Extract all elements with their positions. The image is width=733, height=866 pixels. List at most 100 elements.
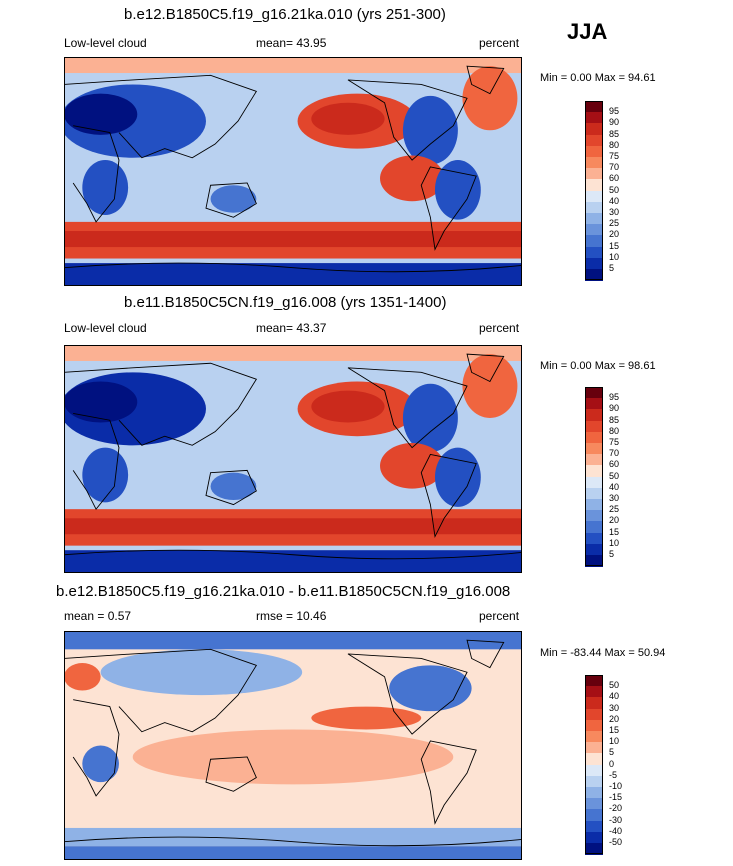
colorbar-swatch [585,787,603,799]
colorbar-label: 15 [609,240,620,251]
colorbar-swatch [585,454,603,466]
panel-1-minmax: Min = 0.00 Max = 94.61 [540,72,656,84]
colorbar-label: 50 [609,680,620,691]
colorbar-label: 10 [609,537,620,548]
panel-1-units: percent [479,36,520,50]
map-frame [64,345,522,573]
field-patch [402,95,458,165]
field-patch [402,383,458,453]
coastlines [64,639,522,847]
colorbar-label: 95 [609,392,620,403]
colorbar-swatch [585,179,603,192]
field-patch [64,231,522,248]
coastline-path [205,756,257,792]
coastline-path [205,469,257,506]
panel-2-mean: mean= 43.37 [256,321,327,335]
field-patch [389,665,472,712]
colorbar-label: 40 [609,195,620,206]
field-patch [64,345,522,361]
colorbar-label: -40 [609,825,623,836]
colorbar-label: 30 [609,207,620,217]
colorbar-label: -20 [609,803,623,814]
colorbar-label: 60 [609,173,620,184]
field-patch [100,649,303,696]
colorbar-label: -5 [609,769,618,780]
colorbar-label: 90 [609,403,620,414]
colorbar-label: -10 [609,781,623,791]
colorbar-label: 20 [609,515,620,526]
colorbar-swatch [585,145,603,158]
coastline-path [64,549,522,560]
colorbar-swatch [585,731,603,743]
colorbar-swatch [585,387,603,399]
coastline-path [205,182,257,218]
colorbar-label: 70 [609,162,620,173]
field-patch [380,155,445,202]
coastline-path [72,699,120,797]
colorbar-label: 10 [609,251,620,262]
field-patch [311,390,385,423]
panel-2-title: b.e11.B1850C5CN.f19_g16.008 (yrs 1351-14… [124,294,447,311]
colorbar-label: 5 [609,263,615,273]
colorbar-label: 85 [609,414,620,425]
colorbar-frame [585,387,603,567]
colorbar-swatch [585,831,603,844]
map-frame [64,57,522,286]
colorbar-swatch [585,719,603,732]
colorbar-swatch [585,201,603,214]
colorbar-label: 95 [609,106,620,117]
colorbar-label: 20 [609,229,620,240]
coastline-path [347,79,468,161]
colorbar-swatch [585,543,603,556]
colorbar-label: 80 [609,139,620,150]
colorbar-swatch [585,742,603,754]
colorbar-swatch [585,753,603,766]
colorbar-swatch [585,269,603,281]
colorbar-swatch [585,235,603,248]
field-patch [311,706,422,730]
colorbar-label: 75 [609,437,620,447]
coastline-path [64,362,258,446]
colorbar-swatch [585,499,603,511]
colorbar-label: -30 [609,814,623,825]
coastline-path [466,639,505,669]
colorbar-label: 90 [609,117,620,128]
field-patch [64,846,522,860]
colorbar-swatch [585,409,603,422]
field-patch [82,160,129,216]
coastline-path [420,166,477,251]
field-patch [462,66,518,131]
colorbar-swatch [585,764,603,777]
colorbar-frame [585,101,603,281]
field-patch [64,263,522,286]
colorbar-label: 25 [609,504,620,515]
field-patch [64,518,522,535]
coastline-path [420,740,477,825]
colorbar-swatch [585,123,603,136]
colorbar-label: 50 [609,470,620,481]
colorbar-swatch [585,431,603,444]
field-patch [64,381,138,423]
colorbar-swatch [585,532,603,545]
coastline-path [72,412,120,510]
coastline-path [64,648,258,733]
colorbar-swatch [585,443,603,455]
season-label: JJA [567,19,608,44]
panel-1-title: b.e12.B1850C5.f19_g16.21ka.010 (yrs 251-… [124,6,446,23]
field-patch [210,472,257,501]
colorbar-label: 70 [609,448,620,459]
panel-3-title: b.e12.B1850C5.f19_g16.21ka.010 - b.e11.B… [56,583,511,600]
colorbar-swatch [585,686,603,698]
coastline-path [64,74,258,159]
colorbar-label: -15 [609,792,623,803]
colorbar-label: 50 [609,184,620,195]
colorbar-label: 5 [609,747,615,758]
colorbar-swatch [585,257,603,270]
field-patch [132,729,454,785]
field-patch [64,550,522,573]
coastline-path [466,65,505,95]
panel-3-minmax: Min = -83.44 Max = 50.94 [540,647,666,659]
field-patch [64,827,522,847]
colorbar-label: 25 [609,218,620,229]
colorbar-label: 60 [609,459,620,470]
